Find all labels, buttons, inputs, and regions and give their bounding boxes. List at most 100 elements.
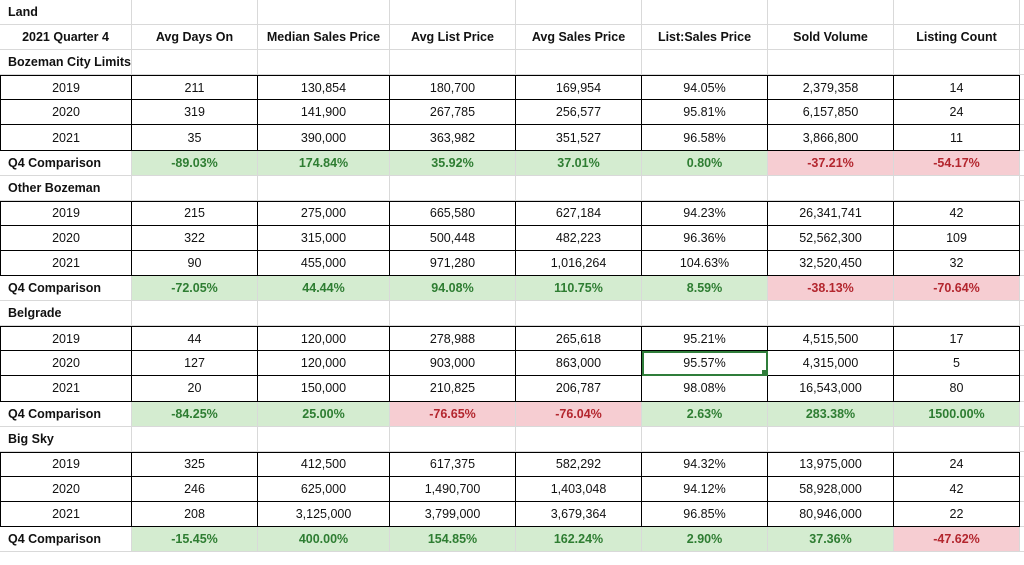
data-cell[interactable]: 98.08% — [642, 376, 768, 402]
data-cell[interactable]: 256,577 — [516, 100, 642, 126]
comparison-cell[interactable]: 1500.00% — [894, 401, 1020, 427]
comparison-cell[interactable]: 2.63% — [642, 401, 768, 427]
year-cell[interactable]: 2020 — [0, 100, 132, 126]
empty-cell[interactable] — [258, 426, 390, 452]
data-cell[interactable]: 210,825 — [390, 376, 516, 402]
comparison-cell[interactable]: 400.00% — [258, 526, 390, 553]
data-cell[interactable]: 42 — [894, 200, 1020, 226]
empty-cell[interactable] — [390, 426, 516, 452]
empty-cell[interactable] — [390, 175, 516, 201]
empty-cell[interactable] — [132, 50, 258, 76]
data-cell[interactable]: 32,520,450 — [768, 250, 894, 277]
section-label[interactable]: Belgrade — [0, 301, 132, 327]
data-cell[interactable]: 127 — [132, 351, 258, 377]
data-cell[interactable]: 26,341,741 — [768, 200, 894, 226]
column-header[interactable]: Avg Days On — [132, 25, 258, 51]
data-cell[interactable]: 96.85% — [642, 501, 768, 527]
year-cell[interactable]: 2021 — [0, 250, 132, 277]
year-cell[interactable]: 2021 — [0, 125, 132, 151]
empty-cell[interactable] — [768, 175, 894, 201]
comparison-cell[interactable]: -70.64% — [894, 276, 1020, 302]
data-cell[interactable]: 95.81% — [642, 100, 768, 126]
empty-cell[interactable] — [390, 50, 516, 76]
data-cell[interactable]: 95.57% — [642, 351, 768, 377]
comparison-cell[interactable]: -54.17% — [894, 150, 1020, 176]
data-cell[interactable]: 315,000 — [258, 225, 390, 251]
year-cell[interactable]: 2021 — [0, 376, 132, 402]
empty-cell[interactable] — [132, 175, 258, 201]
data-cell[interactable]: 130,854 — [258, 75, 390, 101]
data-cell[interactable]: 44 — [132, 326, 258, 352]
data-cell[interactable]: 42 — [894, 476, 1020, 502]
data-cell[interactable]: 16,543,000 — [768, 376, 894, 402]
empty-cell[interactable] — [894, 426, 1020, 452]
data-cell[interactable]: 412,500 — [258, 451, 390, 477]
data-cell[interactable]: 109 — [894, 225, 1020, 251]
comparison-cell[interactable]: 44.44% — [258, 276, 390, 302]
empty-cell[interactable] — [516, 426, 642, 452]
data-cell[interactable]: 58,928,000 — [768, 476, 894, 502]
empty-cell[interactable] — [642, 175, 768, 201]
data-cell[interactable]: 325 — [132, 451, 258, 477]
data-cell[interactable]: 22 — [894, 501, 1020, 527]
data-cell[interactable]: 104.63% — [642, 250, 768, 277]
data-cell[interactable]: 863,000 — [516, 351, 642, 377]
empty-cell[interactable] — [894, 50, 1020, 76]
empty-cell[interactable] — [642, 50, 768, 76]
data-cell[interactable]: 169,954 — [516, 75, 642, 101]
sheet-title[interactable]: Land — [0, 0, 132, 26]
data-cell[interactable]: 211 — [132, 75, 258, 101]
empty-cell[interactable] — [258, 0, 390, 26]
comparison-cell[interactable]: 35.92% — [390, 150, 516, 176]
empty-cell[interactable] — [768, 301, 894, 327]
empty-cell[interactable] — [516, 175, 642, 201]
data-cell[interactable]: 80,946,000 — [768, 501, 894, 527]
section-label[interactable]: Bozeman City Limits — [0, 50, 132, 76]
data-cell[interactable]: 32 — [894, 250, 1020, 277]
data-cell[interactable]: 363,982 — [390, 125, 516, 151]
data-cell[interactable]: 246 — [132, 476, 258, 502]
column-header[interactable]: Listing Count — [894, 25, 1020, 51]
data-cell[interactable]: 14 — [894, 75, 1020, 101]
empty-cell[interactable] — [768, 50, 894, 76]
data-cell[interactable]: 95.21% — [642, 326, 768, 352]
column-header[interactable]: List:Sales Price — [642, 25, 768, 51]
comparison-label[interactable]: Q4 Comparison — [0, 150, 132, 176]
empty-cell[interactable] — [768, 0, 894, 26]
empty-cell[interactable] — [894, 0, 1020, 26]
data-cell[interactable]: 265,618 — [516, 326, 642, 352]
data-cell[interactable]: 24 — [894, 100, 1020, 126]
data-cell[interactable]: 3,866,800 — [768, 125, 894, 151]
data-cell[interactable]: 20 — [132, 376, 258, 402]
comparison-cell[interactable]: -84.25% — [132, 401, 258, 427]
data-cell[interactable]: 390,000 — [258, 125, 390, 151]
comparison-cell[interactable]: -37.21% — [768, 150, 894, 176]
column-header[interactable]: Avg Sales Price — [516, 25, 642, 51]
comparison-cell[interactable]: 154.85% — [390, 526, 516, 553]
data-cell[interactable]: 4,515,500 — [768, 326, 894, 352]
data-cell[interactable]: 500,448 — [390, 225, 516, 251]
data-cell[interactable]: 319 — [132, 100, 258, 126]
data-cell[interactable]: 94.12% — [642, 476, 768, 502]
data-cell[interactable]: 6,157,850 — [768, 100, 894, 126]
period-header[interactable]: 2021 Quarter 4 — [0, 25, 132, 51]
column-header[interactable]: Median Sales Price — [258, 25, 390, 51]
empty-cell[interactable] — [258, 175, 390, 201]
comparison-cell[interactable]: 8.59% — [642, 276, 768, 302]
year-cell[interactable]: 2019 — [0, 75, 132, 101]
comparison-cell[interactable]: -76.65% — [390, 401, 516, 427]
data-cell[interactable]: 617,375 — [390, 451, 516, 477]
empty-cell[interactable] — [768, 426, 894, 452]
comparison-label[interactable]: Q4 Comparison — [0, 276, 132, 302]
empty-cell[interactable] — [642, 301, 768, 327]
data-cell[interactable]: 94.23% — [642, 200, 768, 226]
comparison-cell[interactable]: -47.62% — [894, 526, 1020, 553]
data-cell[interactable]: 322 — [132, 225, 258, 251]
data-cell[interactable]: 141,900 — [258, 100, 390, 126]
empty-cell[interactable] — [258, 50, 390, 76]
comparison-cell[interactable]: 37.01% — [516, 150, 642, 176]
data-cell[interactable]: 275,000 — [258, 200, 390, 226]
data-cell[interactable]: 665,580 — [390, 200, 516, 226]
data-cell[interactable]: 3,679,364 — [516, 501, 642, 527]
data-cell[interactable]: 1,016,264 — [516, 250, 642, 277]
